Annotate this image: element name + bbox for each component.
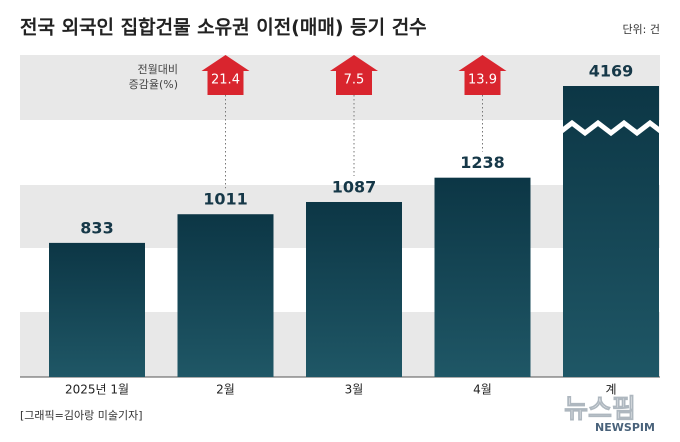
bar <box>434 177 531 377</box>
bar <box>49 242 145 377</box>
change-label: 전월대비 <box>138 63 178 76</box>
x-tick-label: 2025년 1월 <box>65 383 129 397</box>
value-label: 833 <box>80 218 113 237</box>
change-arrow <box>201 55 250 95</box>
change-label: 증감율(%) <box>129 78 178 91</box>
watermark: 뉴스핌 <box>564 395 636 425</box>
source: [그래픽=김아랑 미술기자] <box>20 409 143 422</box>
x-tick-label: 2월 <box>216 383 235 397</box>
change-label-value: 13.9 <box>468 73 497 88</box>
bar <box>177 214 274 377</box>
watermark: NEWSPIM <box>595 421 655 434</box>
x-tick-label: 3월 <box>345 383 364 397</box>
value-label: 1011 <box>203 190 248 209</box>
unit-label: 단위: 건 <box>622 23 660 36</box>
value-label: 4169 <box>589 62 634 81</box>
change-arrow <box>458 55 507 95</box>
value-label: 1087 <box>332 177 377 196</box>
bar <box>306 201 402 377</box>
x-tick-label: 계 <box>605 383 616 397</box>
value-label: 1238 <box>460 153 505 172</box>
change-label-value: 7.5 <box>344 73 365 88</box>
chart-title: 전국 외국인 집합건물 소유권 이전(매매) 등기 건수 <box>20 17 427 39</box>
change-label-value: 21.4 <box>211 73 240 88</box>
axis-break <box>557 119 665 137</box>
change-arrow <box>330 55 378 95</box>
x-tick-label: 4월 <box>473 383 492 397</box>
